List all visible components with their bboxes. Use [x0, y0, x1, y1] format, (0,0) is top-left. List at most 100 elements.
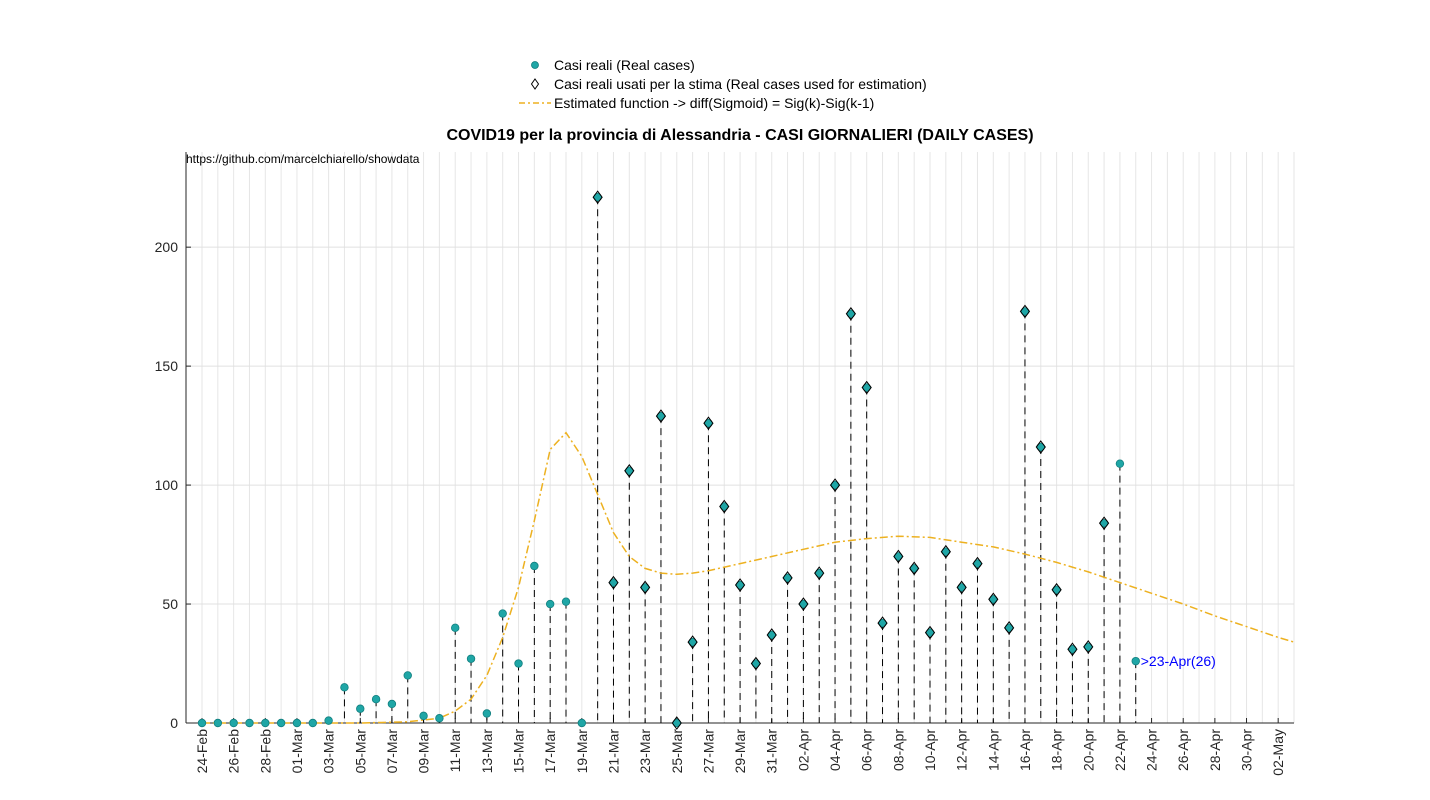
x-tick-label: 27-Mar — [700, 729, 716, 774]
estimation-point — [893, 549, 904, 564]
estimated-function-line — [202, 431, 1295, 724]
estimation-point — [940, 544, 951, 559]
x-tick-label: 02-May — [1270, 729, 1286, 776]
real-case-point — [625, 466, 634, 476]
x-tick-label: 30-Apr — [1239, 729, 1255, 771]
x-tick-label: 03-Mar — [321, 729, 337, 774]
real-case-point — [276, 718, 286, 728]
real-case-point — [213, 718, 223, 728]
real-case-point — [229, 718, 238, 728]
real-case-point — [435, 714, 444, 723]
x-tick-label: 10-Apr — [922, 729, 938, 771]
real-case-point — [419, 711, 428, 721]
x-tick-label: 11-Mar — [447, 729, 463, 773]
real-case-point — [387, 699, 397, 709]
x-tick-label: 14-Apr — [985, 729, 1001, 771]
chart-title: COVID19 per la provincia di Alessandria … — [446, 127, 1033, 144]
real-case-point — [894, 552, 903, 561]
real-case-point — [783, 573, 792, 583]
x-tick-label: 09-Mar — [416, 729, 432, 774]
estimation-point — [640, 580, 651, 595]
estimation-point — [909, 561, 920, 576]
x-tick-label: 02-Apr — [795, 729, 811, 771]
real-case-point — [925, 628, 935, 637]
real-case-point — [292, 718, 302, 728]
real-case-point — [545, 599, 555, 609]
estimation-point — [829, 478, 841, 492]
real-case-point — [720, 502, 729, 511]
legend-label-real-cases: Casi reali (Real cases) — [554, 57, 695, 73]
real-case-point — [371, 695, 381, 704]
x-tick-label: 24-Apr — [1144, 729, 1160, 771]
estimation-point — [814, 566, 825, 580]
y-axis: 0 50 100 150 200 — [155, 239, 191, 731]
real-case-point — [815, 568, 824, 578]
y-tick-label: 150 — [155, 358, 179, 374]
estimation-point — [988, 592, 999, 607]
x-tick-label: 01-Mar — [289, 729, 305, 774]
estimation-point — [766, 628, 777, 642]
real-case-point — [261, 718, 270, 728]
real-case-point — [577, 718, 587, 728]
real-case-point — [403, 671, 412, 680]
real-case-point — [941, 547, 951, 556]
real-case-point — [640, 583, 650, 592]
real-case-point — [878, 618, 887, 628]
real-case-point — [957, 583, 966, 592]
real-case-point — [909, 564, 919, 573]
estimation-point — [624, 463, 635, 478]
real-case-point — [1020, 307, 1030, 316]
x-tick-label: 13-Mar — [479, 729, 495, 774]
estimation-point — [608, 575, 619, 590]
estimated-curve — [202, 431, 1295, 724]
real-case-point — [561, 597, 571, 606]
real-case-point — [498, 609, 507, 618]
estimation-point — [655, 409, 667, 423]
estimation-point — [1004, 620, 1015, 635]
estimation-point — [1019, 304, 1031, 319]
estimation-point — [703, 416, 714, 431]
stem-lines — [328, 197, 1137, 723]
x-tick-label: 26-Apr — [1175, 729, 1191, 771]
estimation-point — [877, 616, 888, 630]
legend-marker-real-cases — [531, 61, 539, 69]
x-tick-label: 05-Mar — [352, 729, 368, 774]
data-points — [197, 190, 1140, 730]
real-case-point — [245, 718, 254, 728]
x-tick-label: 28-Feb — [257, 729, 273, 774]
real-case-point — [656, 411, 666, 421]
real-case-point — [751, 659, 761, 668]
real-case-point — [735, 580, 745, 590]
real-case-point — [1004, 623, 1014, 633]
real-case-point — [593, 193, 602, 202]
real-case-point — [973, 559, 982, 568]
estimation-point — [734, 578, 746, 592]
legend-label-used-cases: Casi reali usati per la stima (Real case… — [554, 76, 927, 92]
x-tick-label: 16-Apr — [1017, 729, 1033, 771]
estimation-point — [972, 556, 983, 571]
x-tick-label: 26-Feb — [226, 729, 242, 774]
real-case-point — [340, 683, 349, 692]
x-tick-label: 17-Mar — [542, 729, 558, 774]
real-case-point — [1131, 656, 1140, 666]
x-tick-label: 07-Mar — [384, 729, 400, 774]
x-tick-label: 06-Apr — [859, 729, 875, 771]
y-tick-label: 0 — [170, 715, 178, 731]
x-tick-label: 25-Mar — [669, 729, 685, 774]
x-tick-label: 12-Apr — [954, 729, 970, 771]
real-case-point — [767, 630, 776, 640]
estimation-point — [782, 571, 793, 585]
estimation-point — [750, 656, 762, 671]
real-case-point — [514, 659, 523, 668]
estimation-point — [861, 380, 872, 395]
legend: Casi reali (Real cases) Casi reali usati… — [519, 57, 927, 111]
y-tick-label: 50 — [162, 596, 178, 612]
real-case-point — [830, 480, 840, 490]
real-case-point — [1036, 442, 1045, 452]
y-tick-label: 100 — [155, 477, 179, 493]
estimation-point — [1067, 642, 1078, 657]
x-tick-label: 19-Mar — [574, 729, 590, 774]
x-tick-label: 18-Apr — [1049, 729, 1065, 771]
real-case-point — [466, 654, 476, 663]
x-tick-label: 29-Mar — [732, 729, 748, 774]
